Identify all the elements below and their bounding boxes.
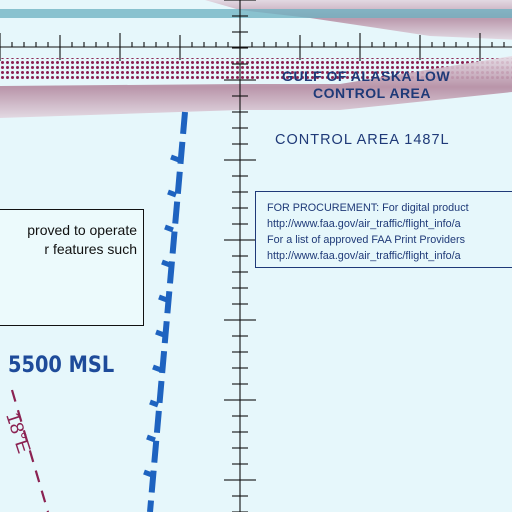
control-area-band [0,56,512,118]
top-cyan-boundary [0,9,512,18]
notice-line-2: r features such [44,241,137,257]
control-area-1487l-label: CONTROL AREA 1487L [275,132,450,148]
notice-box: proved to operate r features such [0,209,144,326]
fir-boundary-dashed [147,111,188,512]
procurement-line-2[interactable]: http://www.faa.gov/air_traffic/flight_in… [267,218,461,230]
altitude-label: 5500 MSL [8,353,115,378]
isogonic-label: 18°E [1,410,34,456]
procurement-box: FOR PROCUREMENT: For digital product htt… [255,191,512,268]
upper-airspace-band [205,0,512,40]
notice-line-1: proved to operate [27,222,137,238]
control-area-label: CONTROL AREA [313,85,431,101]
meridian-scale [224,0,256,512]
procurement-line-3: For a list of approved FAA Print Provide… [267,234,466,246]
fir-boundary-tabs [143,154,180,478]
procurement-line-1: FOR PROCUREMENT: For digital product [267,202,469,214]
gulf-of-alaska-label: GULF OF ALASKA LOW [282,68,451,84]
isogonic-line [10,389,50,512]
procurement-line-4[interactable]: http://www.faa.gov/air_traffic/flight_in… [267,250,461,262]
latitude-scale [0,33,512,61]
maroon-dotted-band [0,58,512,80]
